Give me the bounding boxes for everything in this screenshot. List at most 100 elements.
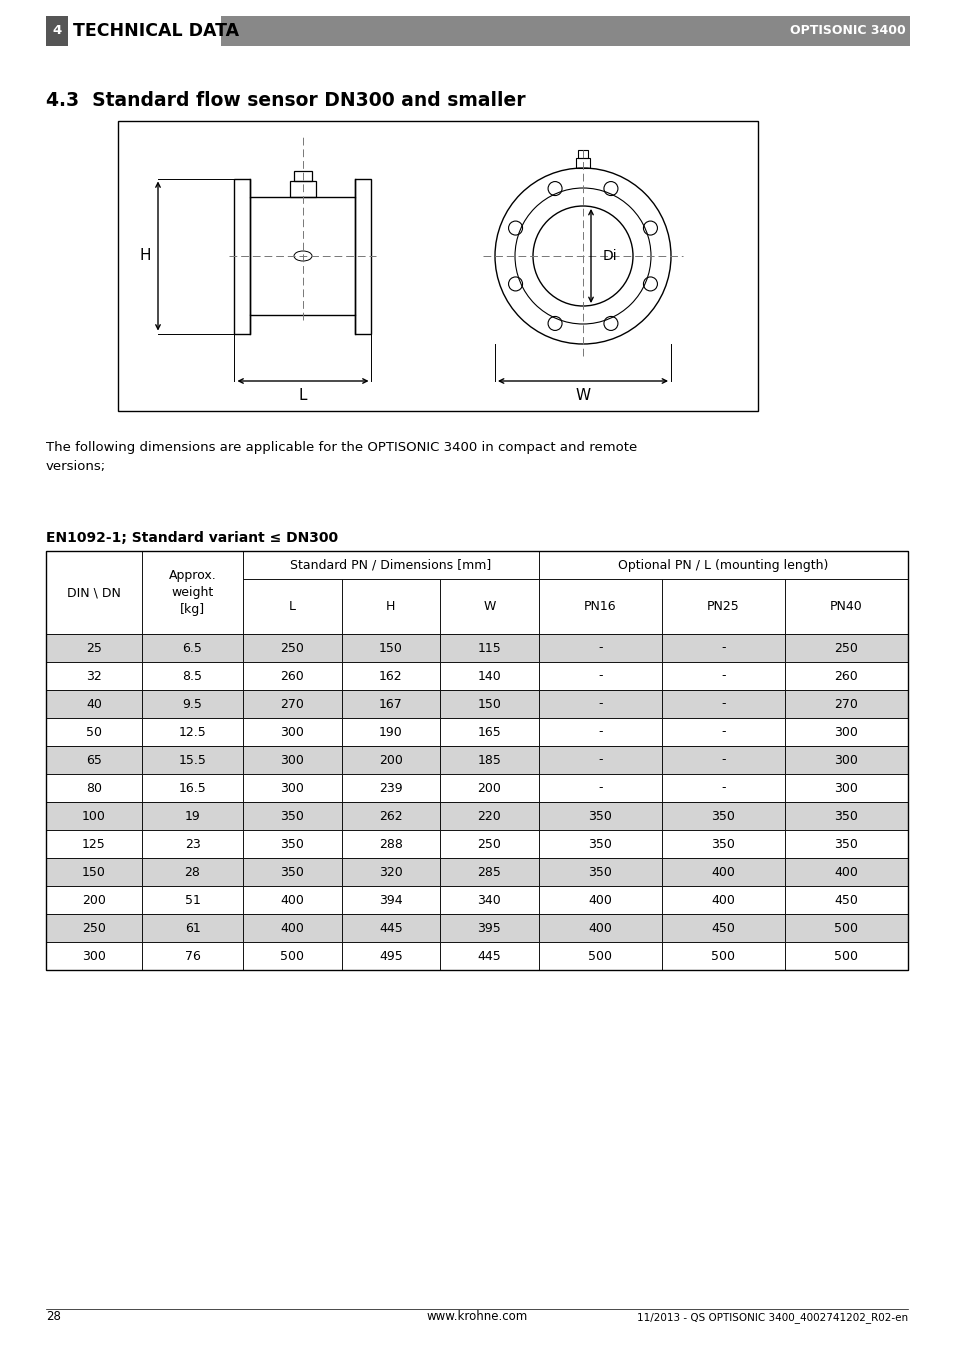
Text: 9.5: 9.5 xyxy=(182,697,202,711)
Text: 350: 350 xyxy=(588,809,612,823)
Bar xyxy=(538,942,661,970)
Text: 350: 350 xyxy=(588,866,612,878)
Bar xyxy=(661,580,784,634)
Text: PN40: PN40 xyxy=(829,600,862,613)
Text: 350: 350 xyxy=(834,838,858,851)
Text: 28: 28 xyxy=(185,866,200,878)
Text: W: W xyxy=(575,389,590,404)
Bar xyxy=(439,858,538,886)
Bar xyxy=(661,690,784,717)
Text: 285: 285 xyxy=(476,866,500,878)
Text: 167: 167 xyxy=(378,697,402,711)
Text: 25: 25 xyxy=(86,642,102,654)
Bar xyxy=(243,580,341,634)
Text: 400: 400 xyxy=(588,921,612,935)
Bar xyxy=(341,858,439,886)
Text: 150: 150 xyxy=(82,866,106,878)
Text: 394: 394 xyxy=(378,893,402,907)
Bar xyxy=(46,634,142,662)
Text: -: - xyxy=(720,642,725,654)
Text: 150: 150 xyxy=(378,642,402,654)
Bar xyxy=(46,915,142,942)
Text: 80: 80 xyxy=(86,781,102,794)
Text: 65: 65 xyxy=(86,754,102,766)
Bar xyxy=(661,802,784,830)
Bar xyxy=(46,746,142,774)
Bar xyxy=(341,746,439,774)
Bar xyxy=(243,830,341,858)
Bar xyxy=(538,774,661,802)
Bar xyxy=(243,717,341,746)
Text: 12.5: 12.5 xyxy=(178,725,206,739)
Text: 140: 140 xyxy=(476,670,500,682)
Text: The following dimensions are applicable for the OPTISONIC 3400 in compact and re: The following dimensions are applicable … xyxy=(46,440,637,473)
Bar xyxy=(118,122,758,411)
Text: EN1092-1; Standard variant ≤ DN300: EN1092-1; Standard variant ≤ DN300 xyxy=(46,531,337,544)
Bar xyxy=(538,746,661,774)
Text: W: W xyxy=(482,600,495,613)
Text: 200: 200 xyxy=(476,781,500,794)
Text: Di: Di xyxy=(602,249,617,263)
Text: Approx.
weight
[kg]: Approx. weight [kg] xyxy=(169,570,216,616)
Text: 350: 350 xyxy=(588,838,612,851)
Text: 270: 270 xyxy=(834,697,858,711)
Bar xyxy=(142,746,243,774)
Text: -: - xyxy=(720,781,725,794)
Text: 300: 300 xyxy=(280,725,304,739)
Text: 400: 400 xyxy=(711,893,735,907)
Bar xyxy=(784,942,907,970)
Bar xyxy=(46,942,142,970)
Bar xyxy=(142,886,243,915)
Bar xyxy=(243,662,341,690)
Text: -: - xyxy=(598,754,601,766)
Bar xyxy=(661,915,784,942)
Text: 32: 32 xyxy=(86,670,102,682)
Text: 340: 340 xyxy=(476,893,500,907)
Text: 220: 220 xyxy=(476,809,500,823)
Text: www.krohne.com: www.krohne.com xyxy=(426,1310,527,1323)
Text: 185: 185 xyxy=(476,754,500,766)
Text: 165: 165 xyxy=(476,725,500,739)
Bar xyxy=(46,690,142,717)
Bar xyxy=(341,634,439,662)
Text: 125: 125 xyxy=(82,838,106,851)
Bar xyxy=(243,802,341,830)
Bar xyxy=(661,717,784,746)
Text: L: L xyxy=(298,389,307,404)
Text: Standard PN / Dimensions [mm]: Standard PN / Dimensions [mm] xyxy=(290,558,491,571)
Text: 320: 320 xyxy=(378,866,402,878)
Bar xyxy=(661,858,784,886)
Text: 51: 51 xyxy=(185,893,200,907)
Bar xyxy=(142,942,243,970)
Text: 350: 350 xyxy=(711,838,735,851)
Text: 300: 300 xyxy=(280,781,304,794)
Bar xyxy=(578,150,587,158)
Bar xyxy=(243,774,341,802)
Text: 395: 395 xyxy=(476,921,500,935)
Bar xyxy=(784,634,907,662)
Bar xyxy=(142,690,243,717)
Text: 200: 200 xyxy=(378,754,402,766)
Bar xyxy=(661,746,784,774)
Text: TECHNICAL DATA: TECHNICAL DATA xyxy=(73,22,239,41)
Text: 300: 300 xyxy=(834,781,858,794)
Text: 61: 61 xyxy=(185,921,200,935)
Bar xyxy=(234,178,251,334)
Bar xyxy=(341,886,439,915)
Text: 300: 300 xyxy=(82,950,106,962)
Bar xyxy=(341,830,439,858)
Text: 100: 100 xyxy=(82,809,106,823)
Bar xyxy=(341,942,439,970)
Bar xyxy=(661,662,784,690)
Text: 500: 500 xyxy=(711,950,735,962)
Text: 11/2013 - QS OPTISONIC 3400_4002741202_R02-en: 11/2013 - QS OPTISONIC 3400_4002741202_R… xyxy=(637,1312,907,1323)
Bar xyxy=(142,858,243,886)
Text: Optional PN / L (mounting length): Optional PN / L (mounting length) xyxy=(618,558,827,571)
Text: H: H xyxy=(386,600,395,613)
Text: 50: 50 xyxy=(86,725,102,739)
Text: -: - xyxy=(720,670,725,682)
Text: 445: 445 xyxy=(476,950,500,962)
Text: 239: 239 xyxy=(378,781,402,794)
Text: 250: 250 xyxy=(476,838,500,851)
Text: 450: 450 xyxy=(711,921,735,935)
